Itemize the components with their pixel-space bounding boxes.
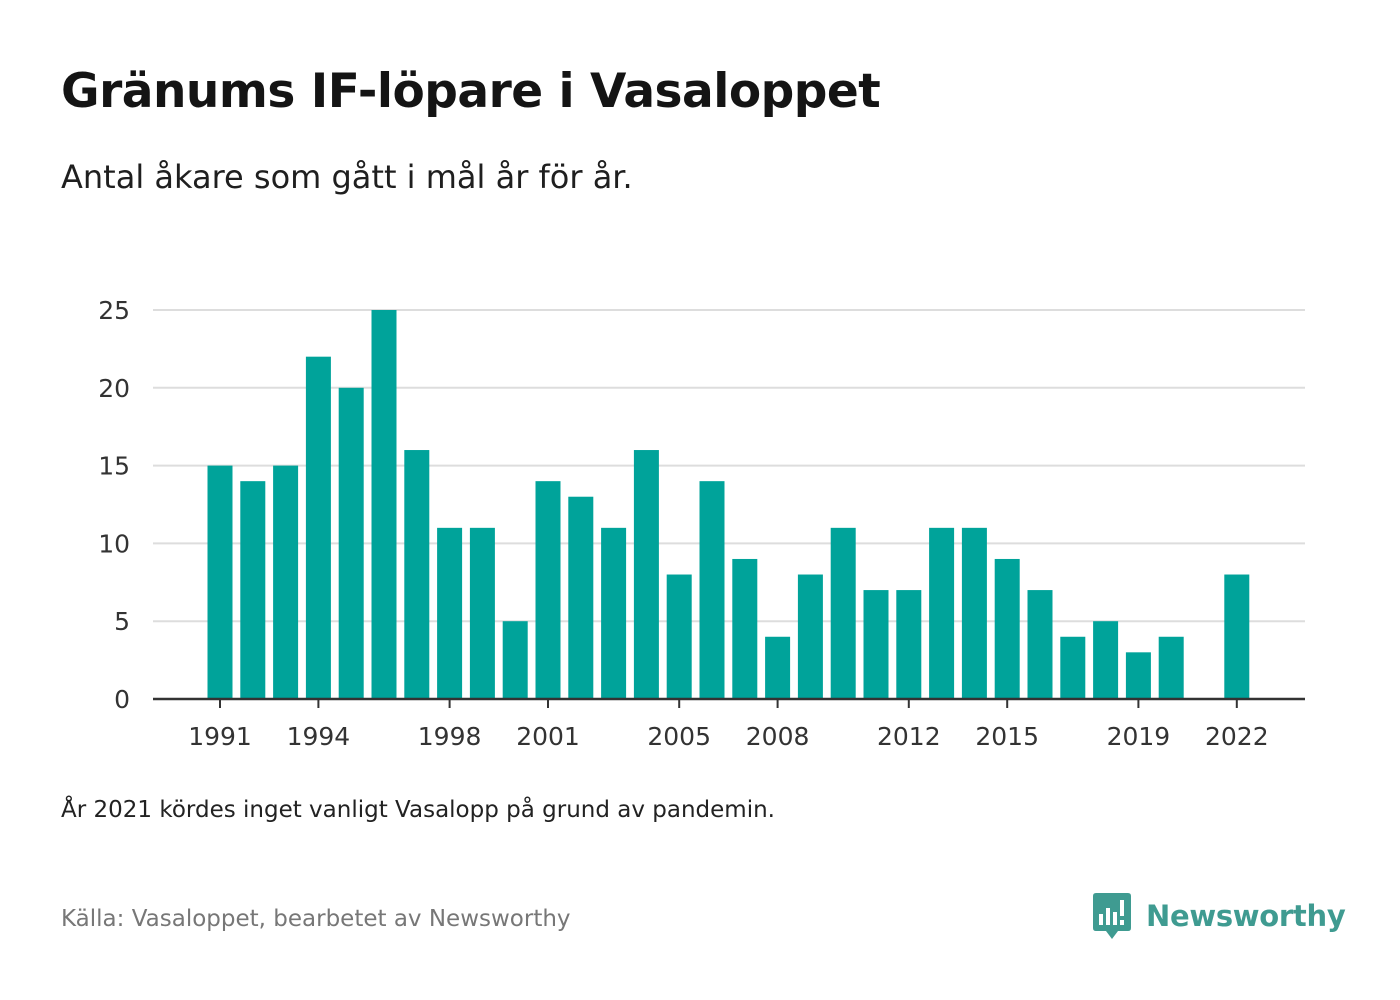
bar-2019 xyxy=(1125,652,1151,699)
y-tick-label: 25 xyxy=(98,296,130,325)
bar-2008 xyxy=(765,636,791,699)
newsworthy-logo-icon xyxy=(1093,893,1131,939)
chart-title: Gränums IF-löpare i Vasaloppet xyxy=(61,64,881,119)
y-tick-label: 10 xyxy=(98,529,130,558)
bar-2002 xyxy=(568,496,594,699)
bar-1996 xyxy=(371,310,397,699)
x-tick-label: 1991 xyxy=(188,722,252,751)
x-tick-label: 2005 xyxy=(647,722,711,751)
bar-1997 xyxy=(404,450,430,699)
bar-2001 xyxy=(535,481,561,699)
bar-2020 xyxy=(1158,636,1184,699)
bar-1994 xyxy=(305,356,331,699)
bar-1993 xyxy=(273,465,299,699)
y-axis-tick-labels: 0 5 10 15 20 25 xyxy=(98,296,130,714)
x-tick-label: 2008 xyxy=(746,722,810,751)
x-tick-label: 1994 xyxy=(287,722,351,751)
y-tick-label: 15 xyxy=(98,452,130,481)
bar-2014 xyxy=(961,527,987,699)
x-tick-label: 2015 xyxy=(975,722,1039,751)
x-tick-label: 2022 xyxy=(1205,722,1269,751)
y-tick-label: 20 xyxy=(98,374,130,403)
source-credit: Källa: Vasaloppet, bearbetet av Newswort… xyxy=(61,906,571,932)
chart-note: År 2021 kördes inget vanligt Vasalopp på… xyxy=(61,797,775,823)
y-tick-label: 5 xyxy=(114,607,130,636)
y-tick-label: 0 xyxy=(114,685,130,714)
bar-chart: 0 5 10 15 20 25 1991 1994 1998 2001 2005 2008 2012 2… xyxy=(98,296,1305,751)
bar-2017 xyxy=(1060,636,1086,699)
brand-name: Newsworthy xyxy=(1146,899,1346,933)
bar-1992 xyxy=(240,481,266,699)
bar-2013 xyxy=(929,527,955,699)
bar-1995 xyxy=(338,387,364,699)
newsworthy-logo: Newsworthy xyxy=(1092,890,1346,942)
bar-1991 xyxy=(207,465,233,699)
bar-2004 xyxy=(633,450,659,699)
bar-2010 xyxy=(830,527,856,699)
bar-2007 xyxy=(732,558,758,699)
bar-2016 xyxy=(1027,590,1053,699)
x-tick-label: 2012 xyxy=(877,722,941,751)
bar-2018 xyxy=(1093,621,1119,699)
chart-subtitle: Antal åkare som gått i mål år för år. xyxy=(61,158,633,196)
bar-1999 xyxy=(469,527,495,699)
bar-2006 xyxy=(699,481,725,699)
bar-2005 xyxy=(666,574,692,699)
bar-2003 xyxy=(601,527,627,699)
bars xyxy=(207,310,1250,699)
bar-1998 xyxy=(437,527,463,699)
x-axis xyxy=(153,697,1305,708)
bar-2012 xyxy=(896,590,922,699)
bar-2009 xyxy=(797,574,823,699)
bar-2011 xyxy=(863,590,889,699)
x-axis-tick-labels: 1991 1994 1998 2001 2005 2008 2012 2015 2019 2022 xyxy=(188,722,1268,751)
bar-2000 xyxy=(502,621,528,699)
bar-2015 xyxy=(994,558,1020,699)
x-tick-label: 1998 xyxy=(418,722,482,751)
x-tick-label: 2001 xyxy=(516,722,580,751)
bar-2022 xyxy=(1224,574,1250,699)
x-tick-label: 2019 xyxy=(1107,722,1171,751)
